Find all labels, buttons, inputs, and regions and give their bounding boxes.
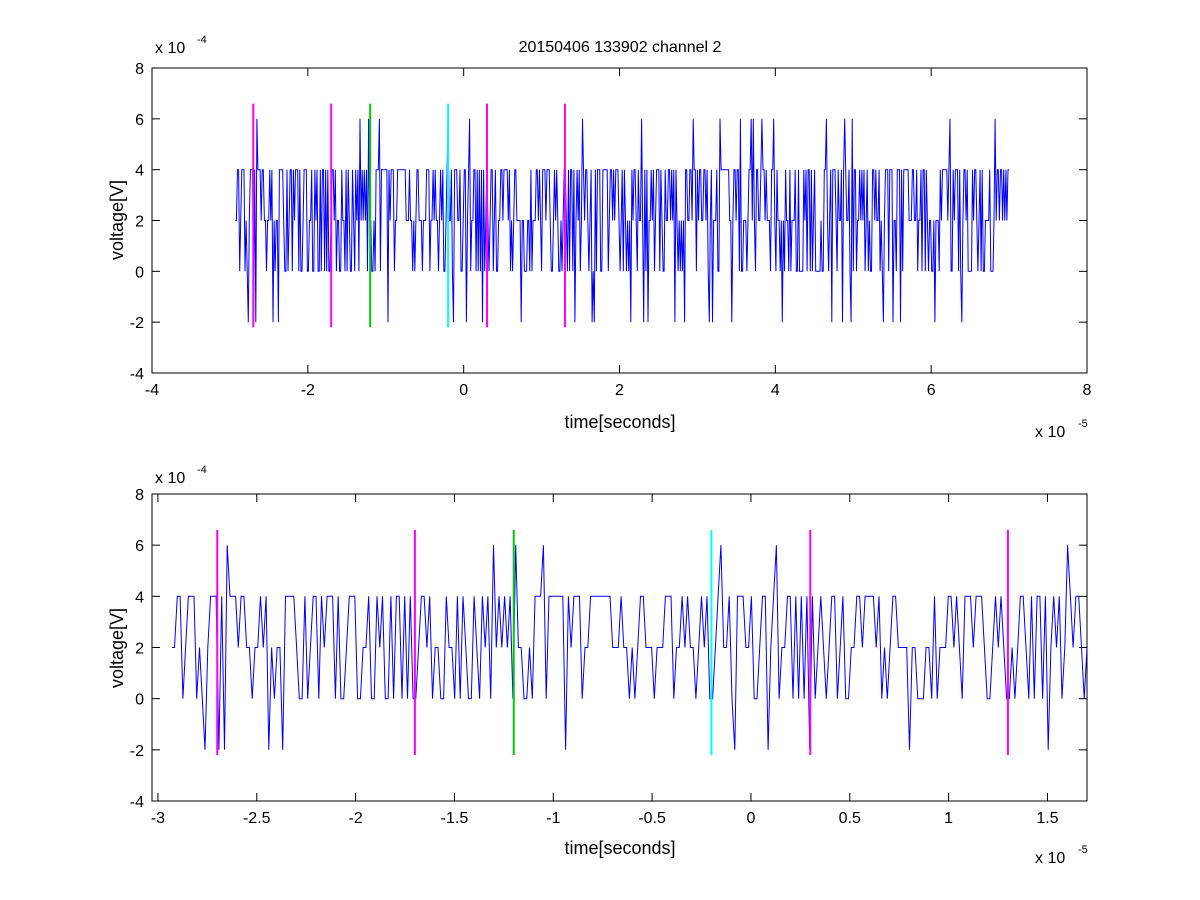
x-tick-label: 0.5 [839,810,861,827]
x-tick-label: 4 [771,382,780,399]
y-tick-label: 8 [135,61,144,78]
y-multiplier-exponent: -4 [197,464,207,476]
y-tick-label: 2 [135,641,144,658]
x-tick-label: 1 [944,810,953,827]
x-tick-label: 0 [459,382,468,399]
x-multiplier-exponent: -5 [1078,844,1088,856]
y-tick-label: 4 [135,163,144,180]
x-tick-label: -4 [145,382,159,399]
y-tick-label: 6 [135,538,144,555]
x-axis-label: time[seconds] [564,838,675,858]
y-multiplier-exponent: -4 [197,34,207,46]
x-tick-label: 1.5 [1036,810,1058,827]
y-tick-label: -2 [130,315,144,332]
plot-full-range: x 10 -4 x 10 -5 time[seconds] voltage[V]… [107,34,1092,441]
plot-zoomed-range: x 10 -4 x 10 -5 time[seconds] voltage[V]… [107,464,1088,867]
signal-trace [171,545,1088,750]
y-tick-label: 4 [135,589,144,606]
y-tick-label: 0 [135,692,144,709]
y-multiplier-label: x 10 [155,40,185,57]
x-tick-label: 2 [615,382,624,399]
y-axis-label: voltage[V] [107,608,127,688]
y-tick-label: -4 [130,794,144,811]
x-tick-label: -1.5 [441,810,469,827]
x-tick-label: 0 [747,810,756,827]
y-axis-label: voltage[V] [107,180,127,260]
y-tick-label: -2 [130,743,144,760]
x-tick-label: -2 [301,382,315,399]
x-tick-label: 6 [927,382,936,399]
x-multiplier-label: x 10 [1035,424,1065,441]
x-tick-label: 8 [1083,382,1092,399]
y-tick-label: 0 [135,264,144,281]
figure-title: 20150406 133902 channel 2 [519,39,722,56]
y-tick-label: 8 [135,487,144,504]
x-tick-label: -1 [546,810,560,827]
x-multiplier-label: x 10 [1035,850,1065,867]
x-tick-label: -0.5 [638,810,666,827]
y-tick-label: -4 [130,366,144,383]
x-tick-label: -2.5 [243,810,271,827]
x-axis-label: time[seconds] [564,412,675,432]
y-tick-label: 6 [135,112,144,129]
x-tick-label: -3 [151,810,165,827]
signal-trace [235,118,1010,323]
x-tick-label: -2 [348,810,362,827]
y-tick-label: 2 [135,214,144,231]
y-multiplier-label: x 10 [155,470,185,487]
x-multiplier-exponent: -5 [1078,418,1088,430]
